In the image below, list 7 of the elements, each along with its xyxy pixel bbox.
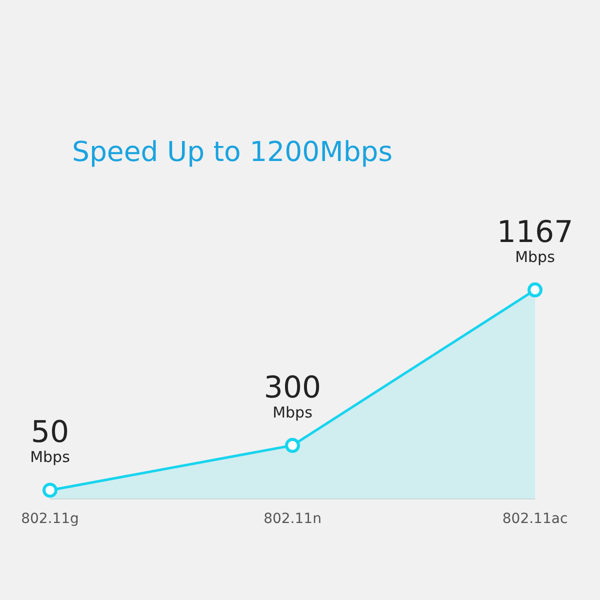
x-tick-label: 802.11n xyxy=(264,511,322,528)
x-tick-label: 802.11ac xyxy=(502,511,568,528)
data-label: 300 Mbps xyxy=(264,370,322,422)
x-tick-label: 802.11g xyxy=(21,511,79,528)
chart-title: Speed Up to 1200Mbps xyxy=(72,136,393,168)
data-label: 50 Mbps xyxy=(30,415,70,466)
data-label: 1167 Mbps xyxy=(496,214,574,266)
